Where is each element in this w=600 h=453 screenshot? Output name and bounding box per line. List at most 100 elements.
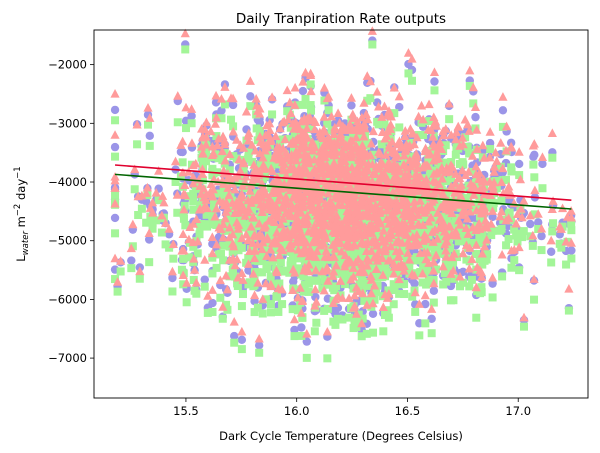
data-point bbox=[275, 202, 284, 211]
data-point bbox=[455, 220, 465, 229]
data-point bbox=[228, 247, 237, 256]
data-point bbox=[111, 116, 120, 125]
data-point bbox=[234, 238, 243, 247]
data-point bbox=[319, 228, 329, 238]
data-point bbox=[453, 220, 462, 229]
data-point bbox=[255, 256, 264, 265]
data-point bbox=[519, 312, 529, 322]
data-point bbox=[419, 262, 428, 271]
data-point bbox=[386, 268, 395, 277]
data-point bbox=[252, 165, 262, 175]
data-point bbox=[178, 270, 188, 280]
data-point bbox=[294, 254, 303, 263]
data-point bbox=[253, 189, 263, 198]
data-point bbox=[233, 282, 242, 291]
data-point bbox=[214, 189, 223, 198]
data-point bbox=[462, 213, 472, 223]
data-point bbox=[279, 116, 289, 126]
data-point bbox=[430, 219, 439, 228]
data-point bbox=[371, 238, 381, 247]
data-point bbox=[182, 278, 192, 287]
data-point bbox=[391, 237, 401, 247]
data-point bbox=[492, 156, 502, 165]
data-point bbox=[305, 125, 314, 134]
data-point bbox=[468, 82, 478, 92]
data-point bbox=[220, 100, 229, 109]
data-point bbox=[239, 158, 249, 167]
data-point bbox=[357, 140, 367, 150]
data-point bbox=[295, 283, 305, 292]
data-point bbox=[207, 141, 217, 151]
data-point bbox=[207, 248, 218, 258]
data-point bbox=[178, 147, 187, 157]
data-point bbox=[328, 191, 337, 200]
data-point bbox=[311, 297, 321, 306]
data-point bbox=[213, 133, 224, 143]
data-point bbox=[215, 275, 225, 285]
data-point bbox=[465, 65, 475, 75]
data-point bbox=[293, 234, 303, 243]
data-point bbox=[244, 221, 253, 230]
data-point bbox=[307, 137, 318, 146]
data-point bbox=[386, 241, 396, 251]
data-point bbox=[370, 168, 380, 178]
data-point bbox=[311, 265, 321, 275]
data-point bbox=[278, 300, 287, 309]
data-point bbox=[299, 192, 310, 202]
data-point bbox=[227, 115, 236, 124]
data-point bbox=[248, 269, 258, 278]
data-point bbox=[255, 348, 264, 357]
data-point bbox=[346, 146, 356, 155]
data-point bbox=[266, 308, 275, 317]
data-point bbox=[255, 137, 266, 147]
data-point bbox=[261, 158, 270, 167]
data-point bbox=[371, 192, 381, 202]
data-point bbox=[300, 67, 311, 77]
data-point bbox=[230, 260, 240, 270]
data-point bbox=[141, 188, 151, 197]
data-point bbox=[507, 163, 516, 172]
data-point bbox=[351, 309, 362, 318]
data-point bbox=[216, 293, 225, 302]
data-point bbox=[211, 112, 221, 122]
data-point bbox=[130, 164, 140, 174]
data-point bbox=[366, 288, 376, 298]
data-point bbox=[442, 230, 452, 239]
data-point bbox=[386, 119, 396, 129]
data-point bbox=[299, 272, 308, 281]
data-point bbox=[244, 147, 253, 156]
data-point bbox=[411, 307, 420, 316]
data-point bbox=[237, 326, 247, 336]
data-point bbox=[200, 220, 209, 229]
data-point bbox=[208, 208, 217, 217]
data-point bbox=[266, 163, 276, 173]
data-point bbox=[414, 131, 423, 140]
data-point bbox=[225, 239, 234, 248]
data-point bbox=[536, 223, 547, 233]
data-point bbox=[203, 291, 213, 300]
data-point bbox=[178, 167, 188, 177]
data-point bbox=[562, 260, 571, 269]
data-point bbox=[279, 237, 288, 246]
data-point bbox=[420, 204, 430, 213]
data-point bbox=[184, 234, 194, 244]
data-point bbox=[482, 234, 492, 244]
data-point bbox=[407, 209, 417, 219]
data-point bbox=[320, 306, 329, 315]
data-point bbox=[348, 302, 359, 312]
data-point bbox=[290, 129, 299, 138]
data-point bbox=[319, 83, 330, 92]
data-point bbox=[566, 206, 576, 215]
data-point bbox=[428, 242, 437, 251]
data-point bbox=[200, 275, 209, 284]
data-point bbox=[472, 144, 482, 153]
data-point bbox=[197, 124, 207, 133]
data-point bbox=[189, 197, 198, 206]
data-point bbox=[284, 164, 294, 174]
data-point bbox=[242, 258, 251, 267]
data-point bbox=[477, 283, 486, 292]
data-point bbox=[475, 255, 484, 264]
data-point bbox=[343, 191, 353, 201]
data-point bbox=[308, 179, 318, 189]
data-point bbox=[395, 226, 405, 235]
